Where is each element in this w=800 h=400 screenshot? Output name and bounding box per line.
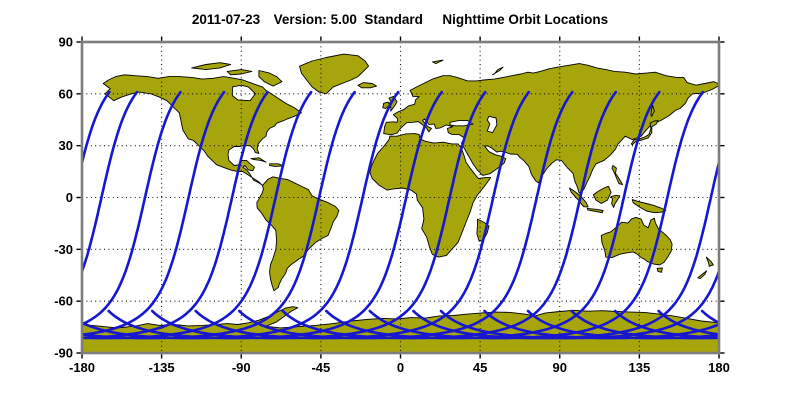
plot-title: 2011-07-23 Version: 5.00 Standard Nighttime… <box>0 12 800 27</box>
landmass-svalbard <box>431 59 444 65</box>
landmass-nz-south <box>697 270 708 279</box>
x-tick-label: -45 <box>311 360 330 375</box>
x-tick-label: -135 <box>149 360 175 375</box>
landmass-north-america <box>102 74 302 186</box>
orbit-track <box>82 90 139 276</box>
landmass-cuba <box>250 157 267 163</box>
orbit-track <box>82 90 313 340</box>
orbit-track <box>82 90 269 340</box>
landmass-africa <box>369 133 492 258</box>
orbit-track <box>82 90 111 168</box>
x-tick-label: 135 <box>629 360 651 375</box>
landmass-ireland <box>382 101 391 109</box>
y-tick-label: -60 <box>54 294 73 309</box>
landmass-borneo <box>592 185 612 204</box>
title-date: 2011-07-23 <box>191 12 261 27</box>
lake-hudson-bay <box>231 84 256 102</box>
landmass-iceland <box>357 82 378 89</box>
x-tick-label: 180 <box>708 360 730 375</box>
title-mode: Standard <box>364 12 423 27</box>
tick-layer <box>76 36 725 359</box>
orbit-track <box>82 90 400 340</box>
orbit-track <box>324 90 661 340</box>
landmass-hispaniola <box>269 163 285 167</box>
orbit-track <box>107 90 444 340</box>
y-tick-label: 30 <box>59 138 73 153</box>
landmass-japan <box>630 120 659 146</box>
x-tick-label: -180 <box>69 360 95 375</box>
orbit-track <box>150 90 487 340</box>
orbit-track <box>82 90 356 340</box>
landmass-java <box>586 207 604 214</box>
orbit-tracks-layer <box>82 90 719 340</box>
landmass-arctic-a <box>191 62 232 71</box>
y-tick-label: 60 <box>59 86 73 101</box>
orbit-track <box>238 90 574 340</box>
orbit-track <box>439 267 719 340</box>
landmass-sulawesi <box>610 194 621 208</box>
landmass-sumatra <box>569 187 589 208</box>
x-tick-label: 90 <box>553 360 567 375</box>
landmass-sakhalin <box>650 104 655 117</box>
lake-caspian-sea <box>486 115 498 134</box>
y-tick-label: 90 <box>59 35 73 50</box>
title-version: Version: 5.00 <box>273 12 357 27</box>
x-tick-label: 45 <box>473 360 487 375</box>
landmass-baffin <box>258 70 283 87</box>
landmass-arctic-b <box>226 69 253 76</box>
y-tick-label: 0 <box>66 190 73 205</box>
x-tick-label: -90 <box>232 360 251 375</box>
map-frame <box>80 40 721 355</box>
landmass-greenland <box>299 53 370 95</box>
orbit-track <box>82 90 226 337</box>
landmass-eurasia <box>383 63 719 194</box>
y-tick-label: -90 <box>54 346 73 361</box>
landmass-philippines <box>611 165 624 185</box>
orbit-track <box>483 309 719 340</box>
landmass-nz-north <box>705 256 714 267</box>
orbit-track <box>281 90 618 340</box>
title-name: Nighttime Orbit Locations <box>442 12 609 27</box>
orbit-track <box>368 90 705 340</box>
orbit-track <box>412 157 719 340</box>
landmass-novaya-zemlya <box>492 66 504 76</box>
orbit-track <box>82 90 182 326</box>
orbit-track <box>194 90 531 340</box>
landmass-tasmania <box>656 267 663 273</box>
tick-label-layer: -180 -135 -90 -45 0 45 90 135 180 90 60 30 0 -30 -60 -9… <box>54 35 730 376</box>
y-tick-label: -30 <box>54 242 73 257</box>
x-tick-label: 0 <box>397 360 404 375</box>
